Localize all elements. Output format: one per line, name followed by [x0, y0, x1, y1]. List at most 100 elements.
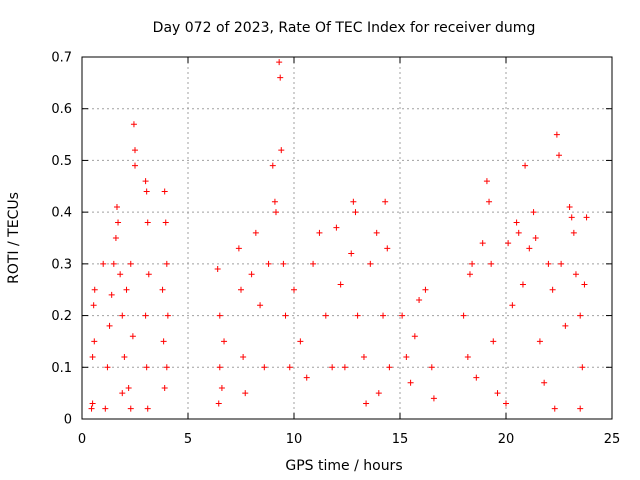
data-point: [473, 374, 480, 381]
data-point: [144, 405, 151, 412]
data-point: [110, 260, 117, 267]
data-point: [123, 286, 130, 293]
data-point: [558, 260, 565, 267]
data-point: [577, 312, 584, 319]
data-point: [530, 209, 537, 216]
data-point: [142, 178, 149, 185]
data-point: [115, 219, 122, 226]
data-point: [117, 271, 124, 278]
data-point: [490, 338, 497, 345]
data-point: [407, 379, 414, 386]
data-point: [348, 250, 355, 257]
x-tick-label: 15: [392, 432, 409, 447]
data-point: [215, 400, 222, 407]
data-point: [276, 59, 283, 66]
data-point: [125, 384, 132, 391]
data-point: [583, 214, 590, 221]
data-point: [277, 74, 284, 81]
data-point: [106, 322, 113, 329]
data-point: [310, 260, 317, 267]
data-point: [360, 353, 367, 360]
data-point: [162, 219, 169, 226]
data-point: [130, 121, 137, 128]
y-tick-label: 0: [64, 413, 72, 428]
data-point: [143, 188, 150, 195]
x-tick-label: 10: [286, 432, 303, 447]
data-point: [416, 297, 423, 304]
data-point: [159, 286, 166, 293]
data-point: [132, 147, 138, 154]
data-point: [280, 260, 287, 267]
data-point: [579, 364, 586, 371]
data-point: [526, 245, 533, 252]
data-point: [216, 364, 223, 371]
data-point: [104, 364, 111, 371]
data-point: [322, 312, 329, 319]
data-point: [399, 312, 406, 319]
data-point: [422, 286, 429, 293]
data-point: [100, 260, 107, 267]
data-point: [570, 229, 577, 236]
data-point: [214, 266, 221, 273]
data-point: [303, 374, 310, 381]
x-axis-title: GPS time / hours: [285, 458, 402, 474]
data-point: [513, 219, 520, 226]
data-point: [536, 338, 543, 345]
data-point: [89, 353, 96, 360]
data-point: [240, 353, 247, 360]
y-tick-label: 0.2: [51, 309, 72, 324]
data-point: [581, 281, 588, 288]
data-point: [252, 229, 259, 236]
data-point: [271, 198, 278, 205]
x-tick-label: 5: [184, 432, 192, 447]
data-point: [382, 198, 389, 205]
data-point: [577, 405, 584, 412]
data-point: [161, 188, 168, 195]
data-point: [556, 152, 562, 159]
data-point: [297, 338, 304, 345]
data-point: [562, 322, 569, 329]
data-point: [568, 214, 575, 221]
data-point: [460, 312, 467, 319]
data-point: [373, 229, 380, 236]
data-point: [354, 312, 361, 319]
data-point: [121, 353, 128, 360]
chart-title: Day 072 of 2023, Rate Of TEC Index for r…: [153, 20, 536, 36]
data-point: [386, 364, 393, 371]
data-point: [143, 364, 150, 371]
data-point: [278, 147, 285, 154]
data-point: [479, 240, 486, 247]
data-point: [553, 131, 560, 138]
data-point: [112, 235, 119, 241]
data-point: [119, 390, 126, 397]
data-point: [380, 312, 387, 319]
data-point: [163, 260, 170, 267]
data-point: [102, 405, 109, 412]
data-point: [532, 235, 539, 241]
data-point: [316, 229, 323, 236]
y-tick-label: 0.4: [51, 206, 72, 221]
data-point: [350, 198, 357, 205]
y-tick-label: 0.6: [51, 102, 72, 117]
data-point: [108, 291, 115, 298]
y-tick-label: 0.7: [51, 51, 72, 66]
data-point: [352, 209, 359, 216]
data-point: [541, 379, 548, 386]
data-point: [269, 162, 276, 169]
x-tick-labels: 0 5 10 15 20 25: [78, 432, 620, 447]
data-point: [145, 271, 152, 278]
data-point: [551, 405, 558, 412]
data-point: [549, 286, 556, 293]
data-point: [494, 390, 501, 397]
data-point: [488, 260, 495, 267]
data-point: [367, 260, 374, 267]
data-point: [248, 271, 255, 278]
data-point: [545, 260, 552, 267]
data-point: [505, 240, 512, 247]
x-tick-label: 0: [78, 432, 86, 447]
data-point: [272, 209, 279, 216]
data-point: [89, 400, 96, 407]
data-point: [88, 405, 95, 412]
data-point: [235, 245, 242, 252]
